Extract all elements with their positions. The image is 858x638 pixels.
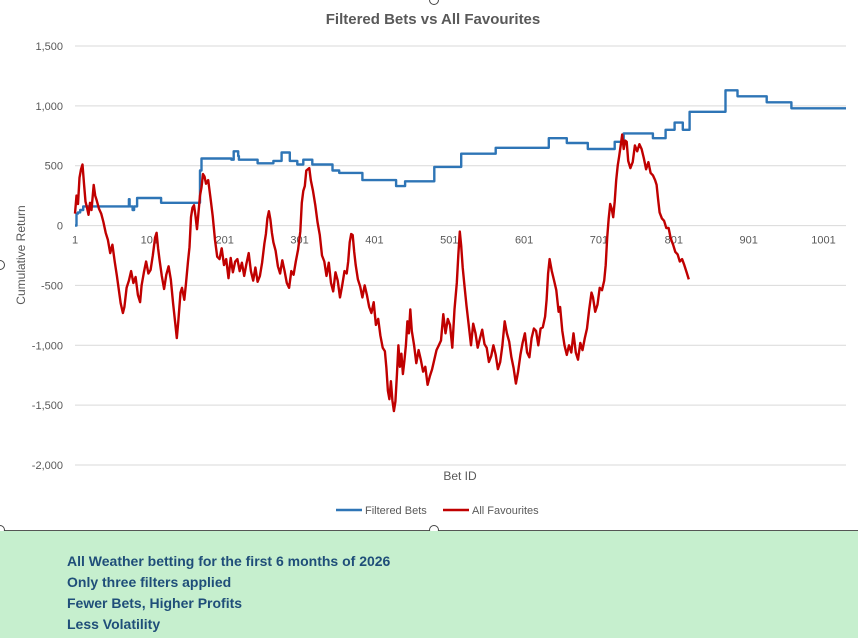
y-axis-ticks: 1,500 1,000 500 0 -500 -1,000 -1,500 -2,000 — [32, 41, 63, 472]
x-axis-title: Bet ID — [443, 469, 477, 483]
x-tick-label: 501 — [440, 235, 458, 247]
y-tick-label: 1,000 — [35, 101, 63, 113]
y-tick-label: -1,500 — [32, 400, 63, 412]
x-tick-label: 901 — [740, 235, 758, 247]
note-line: Less Volatility — [67, 616, 161, 632]
y-axis-title: Cumulative Return — [14, 205, 28, 304]
note-line: All Weather betting for the first 6 mont… — [67, 553, 391, 569]
notes-panel: All Weather betting for the first 6 mont… — [0, 531, 858, 638]
x-tick-label: 601 — [515, 235, 533, 247]
legend: Filtered Bets All Favourites — [336, 505, 539, 517]
legend-label: All Favourites — [472, 505, 539, 517]
note-line: Only three filters applied — [67, 574, 232, 590]
gridlines — [75, 45, 846, 466]
series-line-filtered-bets — [75, 89, 846, 227]
series-line-all-favourites — [73, 133, 690, 413]
y-tick-label: -500 — [41, 280, 63, 292]
x-tick-label: 1 — [72, 235, 78, 247]
note-line: Fewer Bets, Higher Profits — [67, 595, 243, 611]
y-tick-label: -1,000 — [32, 340, 63, 352]
x-axis-ticks: 1 101 201 301 401 501 601 701 801 901 1001 — [72, 235, 836, 247]
series-lines — [73, 89, 846, 413]
x-tick-label: 401 — [365, 235, 383, 247]
y-tick-label: 0 — [57, 221, 63, 233]
y-tick-label: 1,500 — [35, 41, 63, 53]
chart-area[interactable]: Filtered Bets vs All Favourites 1,500 1,0… — [0, 0, 858, 535]
x-tick-label: 201 — [216, 235, 234, 247]
chart-title: Filtered Bets vs All Favourites — [326, 11, 541, 28]
x-tick-label: 701 — [590, 235, 608, 247]
line-chart: Filtered Bets vs All Favourites 1,500 1,0… — [14, 11, 846, 517]
y-tick-label: -2,000 — [32, 460, 63, 472]
x-tick-label: 1001 — [811, 235, 835, 247]
y-tick-label: 500 — [45, 161, 63, 173]
x-tick-label: 801 — [665, 235, 683, 247]
legend-label: Filtered Bets — [365, 505, 427, 517]
